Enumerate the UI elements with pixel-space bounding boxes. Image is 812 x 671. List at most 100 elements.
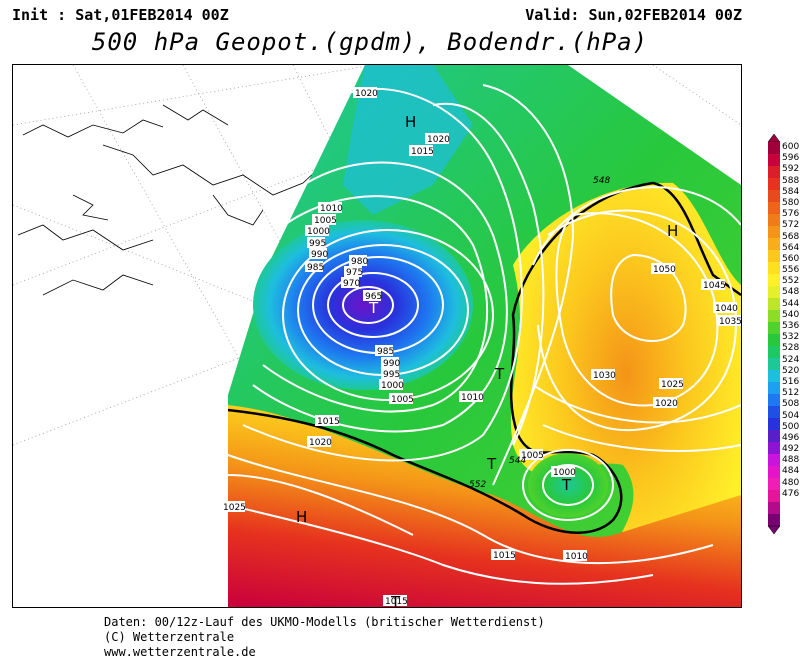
low-marker: T [368,299,379,317]
scale-swatch [768,442,780,455]
isobar-label: 1000 [381,381,404,391]
scale-label: 560 [782,253,800,264]
scale-label: 600 [782,142,800,152]
isobar-label: 985 [307,263,324,273]
scale-label: 556 [782,265,800,276]
scale-label: 524 [782,354,800,365]
scale-label: 516 [782,376,800,387]
map-svg: 1020 1020 1015 1010 1005 1000 995 990 98… [13,65,741,607]
high-marker: H [405,113,416,131]
isobar-label: 985 [377,347,394,357]
isobar-label: 990 [311,250,328,260]
scale-label: 496 [782,432,800,443]
isobar-label: 1045 [703,281,726,291]
scale-label: 540 [782,309,800,320]
isobar-label: 1020 [655,399,678,409]
isobar-label: 1010 [565,552,588,562]
scale-label: 512 [782,388,800,399]
high-marker: H [667,222,678,240]
map-title: 500 hPa Geopot.(gpdm), Bodendr.(hPa) [91,28,649,56]
scale-label: 572 [782,220,800,231]
scale-label: 532 [782,332,800,343]
scale-swatch [768,154,780,167]
isobar-label: 1020 [427,135,450,145]
scale-label: 492 [782,444,800,455]
isobar-label: 1025 [223,503,246,513]
contour-label: 552 [469,480,486,490]
scale-label: 596 [782,153,800,164]
scale-swatch [768,322,780,335]
scale-swatch [768,226,780,239]
scale-swatch [768,238,780,251]
isobar-label: 1050 [653,265,676,275]
pressure-centers: H H H T T T T T [296,113,678,607]
scale-swatch [768,478,780,491]
isobar-label: 1025 [661,380,684,390]
isobar-label: 975 [346,268,363,278]
isobar-label: 1015 [493,551,516,561]
color-scale-labels: 600 596 592 588 584 580 576 572 568 564 560 556 552 5… [782,142,799,500]
scale-swatch [768,310,780,323]
scale-swatch [768,262,780,275]
contour-label: 544 [509,456,526,466]
low-marker: T [561,476,572,494]
isobar-label: 1015 [385,597,408,607]
scale-swatch [768,514,780,527]
low-marker: T [494,365,505,383]
isobar-label: 1030 [593,371,616,381]
scale-swatch [768,382,780,395]
scale-swatch [768,394,780,407]
init-time: Init : Sat,01FEB2014 00Z [12,6,229,24]
scale-label: 528 [782,343,800,354]
scale-swatch [768,202,780,215]
scale-label: 484 [782,466,800,477]
scale-arrow-bottom [767,525,781,534]
footer-website: www.wetterzentrale.de [104,645,256,659]
contour-labels: 548 544 552 [469,176,610,490]
isobar-label: 1005 [521,451,544,461]
scale-swatch [768,214,780,227]
color-scale [767,134,781,534]
scale-swatch [768,274,780,287]
scale-swatch [768,166,780,179]
scale-label: 592 [782,164,800,175]
contour-label: 548 [593,176,610,186]
scale-arrow-top [767,134,781,143]
scale-label: 536 [782,321,800,331]
isobar-label: 980 [351,257,368,267]
scale-swatch [768,466,780,479]
isobar-label: 1015 [411,147,434,157]
isobar-label: 1020 [309,438,332,448]
isobar-label: 1010 [461,393,484,403]
scale-swatch [768,406,780,419]
footer-copyright: (C) Wetterzentrale [104,630,235,644]
scale-swatch [768,298,780,311]
low-marker: T [486,455,497,473]
isobar-label: 1010 [320,204,343,214]
isobar-label: 1005 [314,216,337,226]
isobar-label: 1020 [355,89,378,99]
scale-label: 504 [782,410,800,421]
scale-swatch [768,454,780,467]
scale-swatch [768,358,780,371]
low-marker: T [390,593,401,607]
scale-label: 576 [782,209,800,220]
isobar-label: 990 [383,359,400,369]
scale-label: 488 [782,455,800,466]
scale-label: 476 [782,488,800,499]
footer-data-source: Daten: 00/12z-Lauf des UKMO-Modells (bri… [104,615,545,629]
isobar-labels: 1020 1020 1015 1010 1005 1000 995 990 98… [221,87,741,607]
scale-swatch [768,190,780,203]
scale-swatch [768,178,780,191]
scale-label: 552 [782,276,800,287]
isobar-label: 1040 [715,304,738,314]
isobar-label: 1035 [719,317,741,327]
scale-label: 580 [782,197,800,208]
scale-label: 520 [782,365,800,376]
footer: Daten: 00/12z-Lauf des UKMO-Modells (bri… [104,615,545,660]
high-marker: H [296,508,307,526]
isobar-label: 995 [309,239,326,249]
scale-label: 564 [782,242,800,253]
isobar-label: 970 [343,279,360,289]
isobar-label: 1015 [317,417,340,427]
